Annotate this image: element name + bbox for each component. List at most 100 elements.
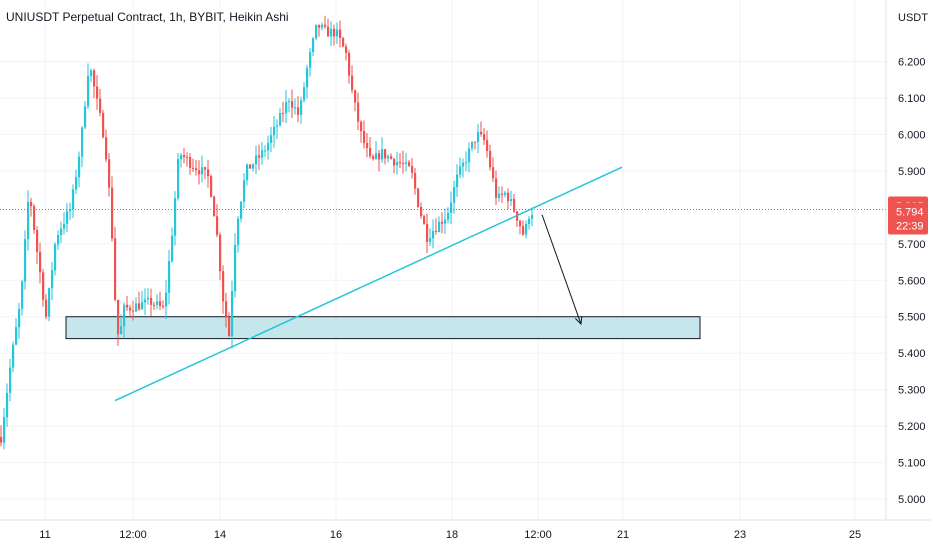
candle-body (258, 155, 261, 158)
candle-body (135, 303, 138, 312)
candle-body (444, 219, 447, 224)
candle-body (354, 90, 357, 103)
candle-body (192, 167, 195, 169)
candle-body (267, 142, 270, 151)
candle-body (78, 156, 81, 178)
title-backdrop (0, 8, 228, 26)
candle-body (387, 156, 390, 159)
candle-body (60, 228, 63, 235)
candle-body (492, 167, 495, 179)
candle-body (150, 297, 153, 305)
candle-body (243, 180, 246, 202)
candle-body (264, 150, 267, 152)
candle-body (66, 211, 69, 224)
candle-body (75, 177, 78, 190)
candle-body (204, 167, 207, 170)
price-tick-label: 5.500 (898, 312, 926, 324)
candle-body (318, 24, 321, 28)
candle-body (15, 327, 18, 345)
candle-body (180, 155, 183, 160)
candle-body (177, 159, 180, 199)
candle-body (216, 216, 219, 235)
candle-body (231, 291, 234, 337)
candle-body (336, 29, 339, 37)
candle-body (81, 127, 84, 157)
candle-body (408, 162, 411, 167)
time-tick-label: 25 (849, 529, 861, 541)
candle-body (420, 206, 423, 217)
candle-body (99, 98, 102, 113)
candle-body (0, 437, 3, 443)
candle-body (357, 102, 360, 122)
candle-body (507, 192, 510, 202)
projection-arrow-head (574, 316, 583, 326)
candle-body (159, 301, 162, 306)
projection-arrow-line (541, 214, 582, 325)
candle-body (414, 172, 417, 189)
price-tick-label: 6.000 (898, 129, 926, 141)
candle-body (138, 303, 141, 310)
candle-body (84, 106, 87, 128)
candle-body (246, 164, 249, 181)
candle-body (405, 162, 408, 164)
candle-body (9, 367, 12, 393)
candle-body (498, 193, 501, 198)
candle-body (510, 199, 513, 202)
countdown-label: 22:39 (896, 221, 924, 233)
last-price-tag-bg (888, 202, 928, 235)
candle-body (3, 417, 6, 443)
candle-body (315, 24, 318, 39)
candle-body (162, 305, 165, 307)
candle-body (459, 166, 462, 175)
candle-body (390, 156, 393, 159)
candle-body (366, 143, 369, 148)
price-tick-label: 5.100 (898, 458, 926, 470)
candle-body (252, 164, 255, 169)
candle-body (186, 156, 189, 158)
candle-body (504, 192, 507, 195)
candle-body (165, 292, 168, 307)
candle-body (189, 157, 192, 168)
candle-body (501, 193, 504, 195)
candle-body (219, 234, 222, 272)
candle-body (327, 26, 330, 37)
candle-body (372, 156, 375, 159)
candle-body (222, 271, 225, 302)
candle-body (399, 162, 402, 164)
candle-body (54, 244, 57, 271)
candle-body (384, 149, 387, 159)
price-tick-label: 6.200 (898, 56, 926, 68)
candle-body (273, 126, 276, 136)
candle-body (450, 202, 453, 213)
candle-body (351, 75, 354, 91)
time-tick-label: 21 (617, 529, 629, 541)
candle-body (312, 38, 315, 53)
candle-body (471, 141, 474, 149)
candle-body (435, 231, 438, 233)
candle-body (468, 148, 471, 163)
candle-body (132, 310, 135, 312)
candle-body (153, 304, 156, 306)
candle-body (474, 141, 477, 143)
candle-body (63, 223, 66, 229)
candle-body (123, 304, 126, 327)
candle-body (528, 218, 531, 225)
price-tick-label: 5.400 (898, 348, 926, 360)
time-tick-label: 16 (330, 529, 342, 541)
candles-layer (0, 15, 534, 450)
candle-body (57, 234, 60, 245)
candle-body (282, 112, 285, 114)
candle-body (33, 206, 36, 231)
candle-body (90, 70, 93, 77)
candle-body (447, 212, 450, 220)
candle-body (495, 178, 498, 198)
candle-body (432, 231, 435, 239)
candle-body (117, 299, 120, 335)
candle-body (105, 137, 108, 160)
candle-body (255, 155, 258, 165)
candle-body (330, 28, 333, 37)
time-axis[interactable]: 11 12:00 14 16 18 12:00 21 23 25 (39, 529, 861, 541)
candle-body (48, 288, 51, 317)
